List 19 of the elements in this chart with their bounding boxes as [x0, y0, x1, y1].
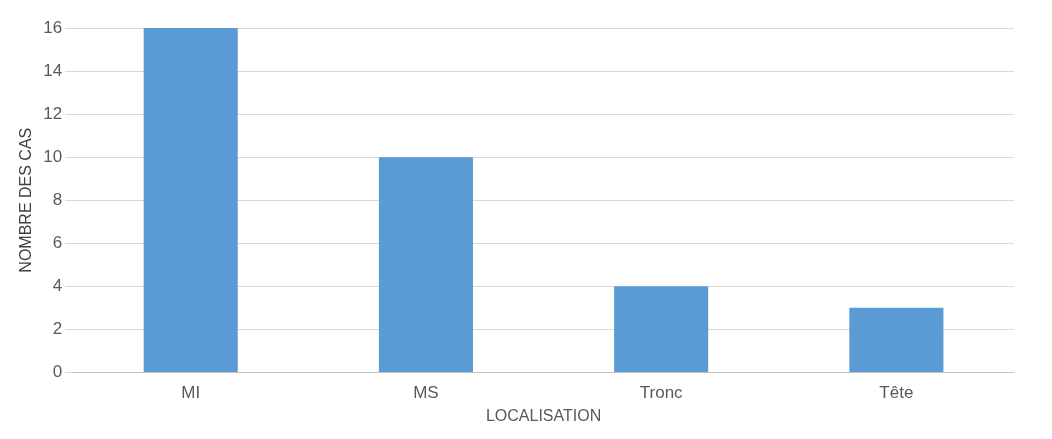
x-tick-label: MS: [413, 383, 439, 403]
y-tick-label: 14: [43, 60, 63, 80]
y-tick-label: 16: [43, 17, 63, 37]
y-tick-label: 6: [52, 232, 63, 252]
bar: [614, 286, 709, 372]
y-tick-label: 2: [52, 319, 63, 339]
y-axis-title: NOMBRE DES CAS: [17, 127, 35, 273]
x-axis-title: LOCALISATION: [485, 406, 602, 424]
y-tick-label: 0: [52, 362, 63, 382]
y-tick-label: 10: [43, 146, 63, 166]
y-tick-label: 12: [43, 103, 63, 123]
x-tick-label: Tête: [879, 383, 914, 403]
y-tick-label: 8: [52, 189, 63, 209]
x-tick-label: MI: [181, 383, 201, 403]
bar: [143, 28, 238, 372]
bar: [849, 307, 944, 372]
bar: [378, 157, 473, 372]
x-tick-label: Tronc: [639, 383, 684, 403]
y-tick-label: 4: [52, 275, 63, 295]
